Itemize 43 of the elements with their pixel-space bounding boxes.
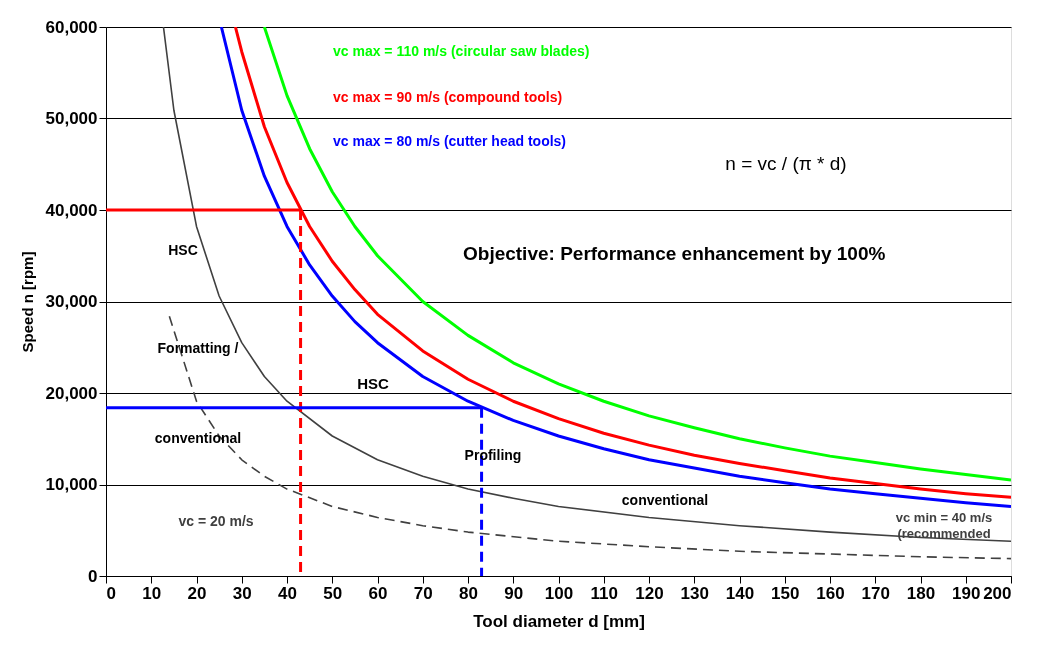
annotation: HSC [357, 375, 389, 392]
annotation: n = vc / (π * d) [725, 153, 847, 174]
y-axis-title: Speed n [rpm] [18, 251, 36, 353]
x-tick-label: 150 [771, 583, 800, 603]
y-tick-label: 10,000 [45, 475, 98, 494]
x-tick-label: 70 [413, 583, 433, 603]
x-tick-label: 130 [680, 583, 709, 603]
y-tick-label: 60,000 [45, 17, 98, 37]
x-tick-label: 120 [635, 583, 664, 603]
x-tick-label: 0 [106, 583, 116, 603]
x-tick-label: 160 [816, 583, 845, 603]
x-tick-label: 30 [232, 583, 252, 603]
annotation: Profiling [464, 447, 522, 463]
annotation: HSC [168, 242, 198, 258]
y-tick-label: 20,000 [45, 383, 98, 403]
y-tick-label: 30,000 [45, 292, 98, 311]
text: vc max = 110 m/s (circular saw blades) [333, 43, 590, 59]
x-tick-label: 140 [725, 583, 755, 603]
x-tick-label: 90 [504, 583, 524, 603]
text: vc max = 90 m/s (compound tools) [333, 89, 563, 105]
y-tick-label: 50,000 [45, 109, 98, 128]
x-tick-label: 110 [590, 583, 618, 603]
x-tick-label: 60 [368, 583, 388, 603]
y-tick-label: 40,000 [45, 200, 98, 220]
x-tick-label: 20 [187, 583, 207, 603]
x-tick-label: 190 [952, 583, 981, 603]
text: vc max = 80 m/s (cutter head tools) [333, 133, 567, 149]
x-tick-label: 100 [544, 583, 574, 603]
x-tick-label: 200 [983, 583, 1012, 603]
annotation: conventional [621, 492, 709, 508]
x-tick-label: 170 [861, 583, 890, 603]
x-tick-label: 40 [278, 583, 297, 603]
x-tick-label: 50 [323, 583, 343, 603]
annotation: conventional [154, 430, 242, 446]
annotation: Objective: Performance enhancement by 100% [463, 243, 886, 264]
text: vc = 20 m/s [178, 513, 254, 529]
x-axis-title: Tool diameter d [mm] [473, 611, 645, 631]
x-tick-label: 10 [142, 583, 162, 603]
annotation: Formatting / [157, 340, 239, 356]
x-tick-label: 180 [906, 583, 936, 603]
y-tick-label: 0 [88, 566, 98, 586]
x-tick-label: 80 [459, 583, 478, 603]
series-label: vc min = 40 m/s (recommended [895, 510, 993, 541]
